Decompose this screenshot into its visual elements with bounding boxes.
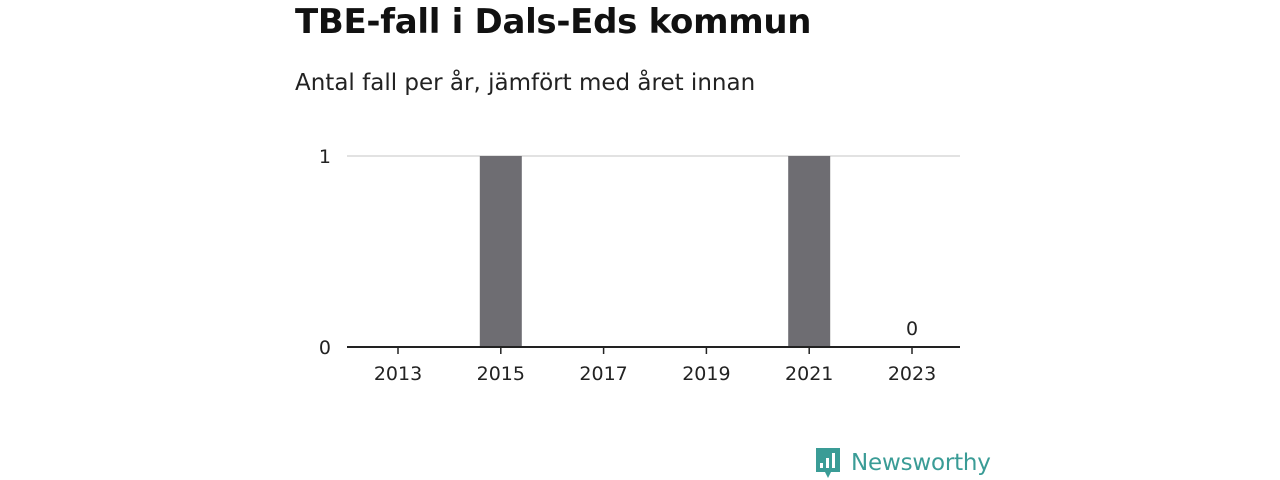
x-tick-label: 2021	[785, 363, 833, 385]
bar-2015	[479, 156, 522, 347]
bar-2021	[788, 156, 831, 347]
bar-chart: 0 1 2013 2015 2017 2019 2021 2023 0	[319, 146, 960, 385]
chart-title: TBE-fall i Dals-Eds kommun	[295, 2, 812, 42]
x-tick-label: 2013	[374, 363, 422, 385]
y-tick-label: 1	[319, 146, 331, 168]
brand-logo: Newsworthy	[814, 446, 991, 480]
newsworthy-logo-icon	[816, 448, 840, 478]
x-tick-label: 2015	[477, 363, 525, 385]
x-tick-label: 2023	[888, 363, 936, 385]
x-tick-label: 2019	[682, 363, 730, 385]
brand-name: Newsworthy	[851, 450, 991, 476]
x-tick-label: 2017	[579, 363, 627, 385]
chart-subtitle: Antal fall per år, jämfört med året inna…	[295, 70, 756, 96]
data-label: 0	[906, 318, 918, 340]
y-tick-label: 0	[319, 337, 331, 359]
